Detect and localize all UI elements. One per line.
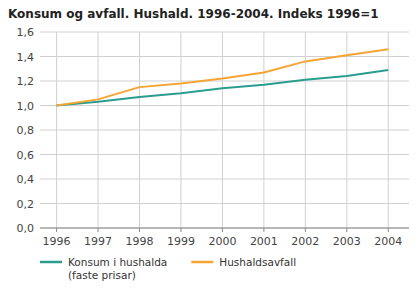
grid-line [40, 203, 409, 204]
y-tick-label: 1,4 [17, 51, 35, 64]
x-tick [180, 228, 181, 232]
line [57, 49, 389, 105]
x-tick-label: 1999 [167, 235, 195, 248]
line [57, 70, 389, 106]
x-tick-label: 2002 [291, 235, 319, 248]
grid-line [98, 32, 99, 228]
x-tick-label: 2003 [333, 235, 361, 248]
x-tick [222, 228, 223, 232]
y-tick-label: 0,4 [17, 173, 35, 186]
y-tick-label: 0,8 [17, 124, 35, 137]
x-tick-label: 2000 [208, 235, 236, 248]
y-tick-label: 0,6 [17, 149, 35, 162]
x-axis [40, 228, 409, 229]
x-tick-label: 2004 [374, 235, 402, 248]
grid-line [56, 32, 57, 228]
x-tick [346, 228, 347, 232]
plot-area [57, 49, 389, 105]
legend-label-line: Hushaldsavfall [219, 256, 296, 268]
x-tick [305, 228, 306, 232]
y-tick-label: 1,0 [17, 100, 35, 113]
grid-line [388, 32, 389, 228]
x-tick-label: 1997 [84, 235, 112, 248]
y-tick-label: 0,0 [17, 222, 35, 235]
grid-line [263, 32, 264, 228]
legend-swatch [191, 261, 213, 264]
grid-line [40, 32, 409, 33]
legend-label: Hushaldsavfall [219, 256, 296, 268]
legend-swatch [40, 261, 62, 264]
x-tick-label: 1998 [126, 235, 154, 248]
y-tick-label: 1,2 [17, 75, 35, 88]
grid-line [40, 228, 409, 229]
x-tick [388, 228, 389, 232]
x-tick [139, 228, 140, 232]
chart: Konsum og avfall. Hushald. 1996-2004. In… [0, 0, 419, 306]
y-tick-label: 1,6 [17, 26, 35, 39]
y-tick-label: 0,2 [17, 198, 35, 211]
title: Konsum og avfall. Hushald. 1996-2004. In… [8, 7, 379, 21]
grid-line [40, 56, 409, 57]
grid-line [139, 32, 140, 228]
grid-line [346, 32, 347, 228]
grid-line [180, 32, 181, 228]
grid-line [222, 32, 223, 228]
x-tick-label: 2001 [250, 235, 278, 248]
grid-line [40, 154, 409, 155]
grid-line [40, 105, 409, 106]
legend-label-line: (faste prisar) [68, 269, 136, 281]
x-tick [56, 228, 57, 232]
x-tick [98, 228, 99, 232]
x-tick [263, 228, 264, 232]
grid-line [40, 130, 409, 131]
grid-line [40, 179, 409, 180]
legend-label: Konsum i hushalda(faste prisar) [68, 256, 167, 281]
legend-label-line: Konsum i hushalda [68, 256, 167, 268]
x-tick-label: 1996 [43, 235, 71, 248]
grid-line [40, 81, 409, 82]
